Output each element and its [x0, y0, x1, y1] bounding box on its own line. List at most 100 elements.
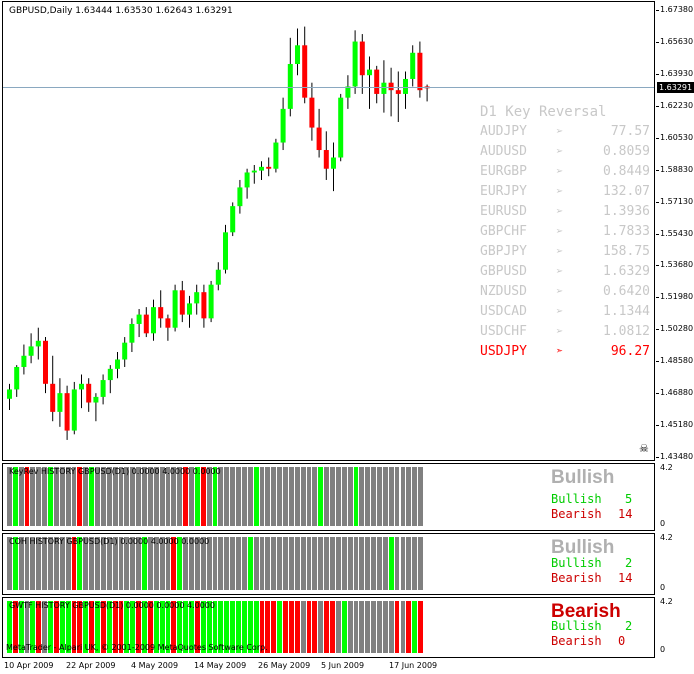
- ind1-zero: 0: [660, 519, 666, 528]
- ind3-zero: 0: [660, 645, 666, 654]
- price-label: 1.43480: [660, 452, 694, 461]
- history-bar: [71, 537, 77, 590]
- history-bar: [247, 537, 253, 590]
- history-bar: [59, 537, 65, 590]
- skull-icon: ☠: [639, 442, 649, 455]
- price-label: 1.57130: [660, 196, 694, 206]
- history-bar: [48, 537, 53, 590]
- arrow-down-icon: ➣: [556, 344, 564, 358]
- history-bar: [36, 601, 42, 653]
- history-bar: [241, 601, 247, 653]
- history-bar: [200, 537, 206, 590]
- history-bar: [159, 601, 165, 653]
- history-bar: [283, 601, 288, 653]
- candle-body: [165, 318, 171, 328]
- history-bar: [394, 467, 400, 526]
- history-bar: [394, 601, 400, 653]
- history-bar: [400, 601, 406, 653]
- history-bar: [371, 537, 376, 590]
- history-bar: [241, 467, 247, 526]
- history-bar: [324, 601, 329, 653]
- history-bar: [77, 467, 83, 526]
- history-bar: [418, 467, 423, 526]
- arrow-right-icon: ➢: [556, 224, 564, 238]
- arrow-right-icon: ➢: [556, 324, 564, 338]
- price-label: 1.48580: [660, 356, 694, 366]
- history-bar: [294, 467, 300, 526]
- candle-body: [251, 170, 257, 173]
- candlestick-chart: [7, 26, 430, 440]
- ind3-scale: 4.2: [660, 597, 673, 606]
- history-bar: [118, 467, 124, 526]
- candle-body: [115, 359, 120, 369]
- history-bar: [130, 537, 136, 590]
- history-bar: [30, 467, 36, 526]
- history-bar: [341, 467, 347, 526]
- history-bar: [277, 537, 283, 590]
- price-tick: [656, 201, 659, 203]
- key-reversal-title: D1 Key Reversal: [480, 104, 607, 120]
- price-chart-pane[interactable]: GBPUSD,Daily 1.63444 1.63530 1.62643 1.6…: [2, 1, 655, 461]
- history-bar: [124, 601, 130, 653]
- history-bar: [359, 537, 365, 590]
- history-bar: [382, 601, 388, 653]
- history-bar: [388, 467, 394, 526]
- candle-body: [21, 355, 27, 367]
- history-bar: [206, 601, 212, 653]
- history-bar: [95, 601, 100, 653]
- history-bar: [71, 601, 77, 653]
- price-label: 1.46880: [660, 388, 694, 398]
- history-bar: [100, 467, 106, 526]
- history-bar: [388, 537, 394, 590]
- date-label: 4 May 2009: [131, 661, 179, 670]
- candle-body: [158, 307, 164, 319]
- gwtf-history-pane[interactable]: GWTF HISTORY GBPUSD(D1) 0.0000 0.0000 4.…: [2, 597, 655, 658]
- price-label: 1.65630: [660, 36, 694, 46]
- history-bar: [95, 537, 100, 590]
- history-bar: [335, 537, 341, 590]
- currency-pair: AUDJPY: [480, 124, 527, 139]
- history-bar: [89, 537, 95, 590]
- candle-body: [35, 340, 41, 347]
- keyrev-history-pane[interactable]: KeyRev HISTORY GBPUSD(D1) 0.0000 4.0000 …: [2, 463, 655, 531]
- current-price-line: [3, 87, 654, 88]
- history-bar: [100, 537, 106, 590]
- candle-body: [417, 52, 423, 91]
- history-bar: [324, 467, 329, 526]
- history-bar: [335, 467, 341, 526]
- candle-body: [395, 90, 401, 94]
- bearish-label: Bearish: [551, 571, 602, 585]
- candle-body: [208, 284, 214, 319]
- history-bar: [59, 601, 65, 653]
- candle-body: [79, 383, 84, 390]
- candle-body: [237, 187, 243, 207]
- history-bar: [12, 467, 18, 526]
- date-label: 10 Apr 2009: [4, 661, 54, 670]
- coh-history-pane[interactable]: COH HISTORY GBPUSD(D1) 0.0000 4.0000 0.0…: [2, 533, 655, 595]
- history-bar: [12, 537, 18, 590]
- candle-body: [43, 340, 48, 384]
- history-bar: [118, 601, 124, 653]
- bearish-count: 0: [618, 634, 626, 648]
- history-bar: [247, 467, 253, 526]
- arrow-right-icon: ➢: [556, 284, 564, 298]
- currency-pair: EURJPY: [480, 184, 527, 199]
- history-bar: [377, 537, 382, 590]
- history-bar: [406, 537, 412, 590]
- candle-body: [316, 127, 322, 151]
- currency-pair: USDJPY: [480, 344, 527, 359]
- history-bar: [200, 467, 206, 526]
- history-bar: [165, 537, 171, 590]
- ind1-scale: 4.2: [660, 463, 673, 472]
- arrow-right-icon: ➢: [556, 264, 564, 278]
- history-bar: [42, 467, 48, 526]
- history-bar: [353, 537, 359, 590]
- history-bar: [247, 601, 253, 653]
- candle-body: [50, 383, 56, 412]
- candle-body: [280, 108, 286, 143]
- bullish-count: 5: [625, 492, 633, 506]
- history-bar: [59, 467, 65, 526]
- pair-price: 0.6420: [603, 284, 650, 299]
- history-bar: [24, 467, 30, 526]
- currency-pair: GBPUSD: [480, 264, 527, 279]
